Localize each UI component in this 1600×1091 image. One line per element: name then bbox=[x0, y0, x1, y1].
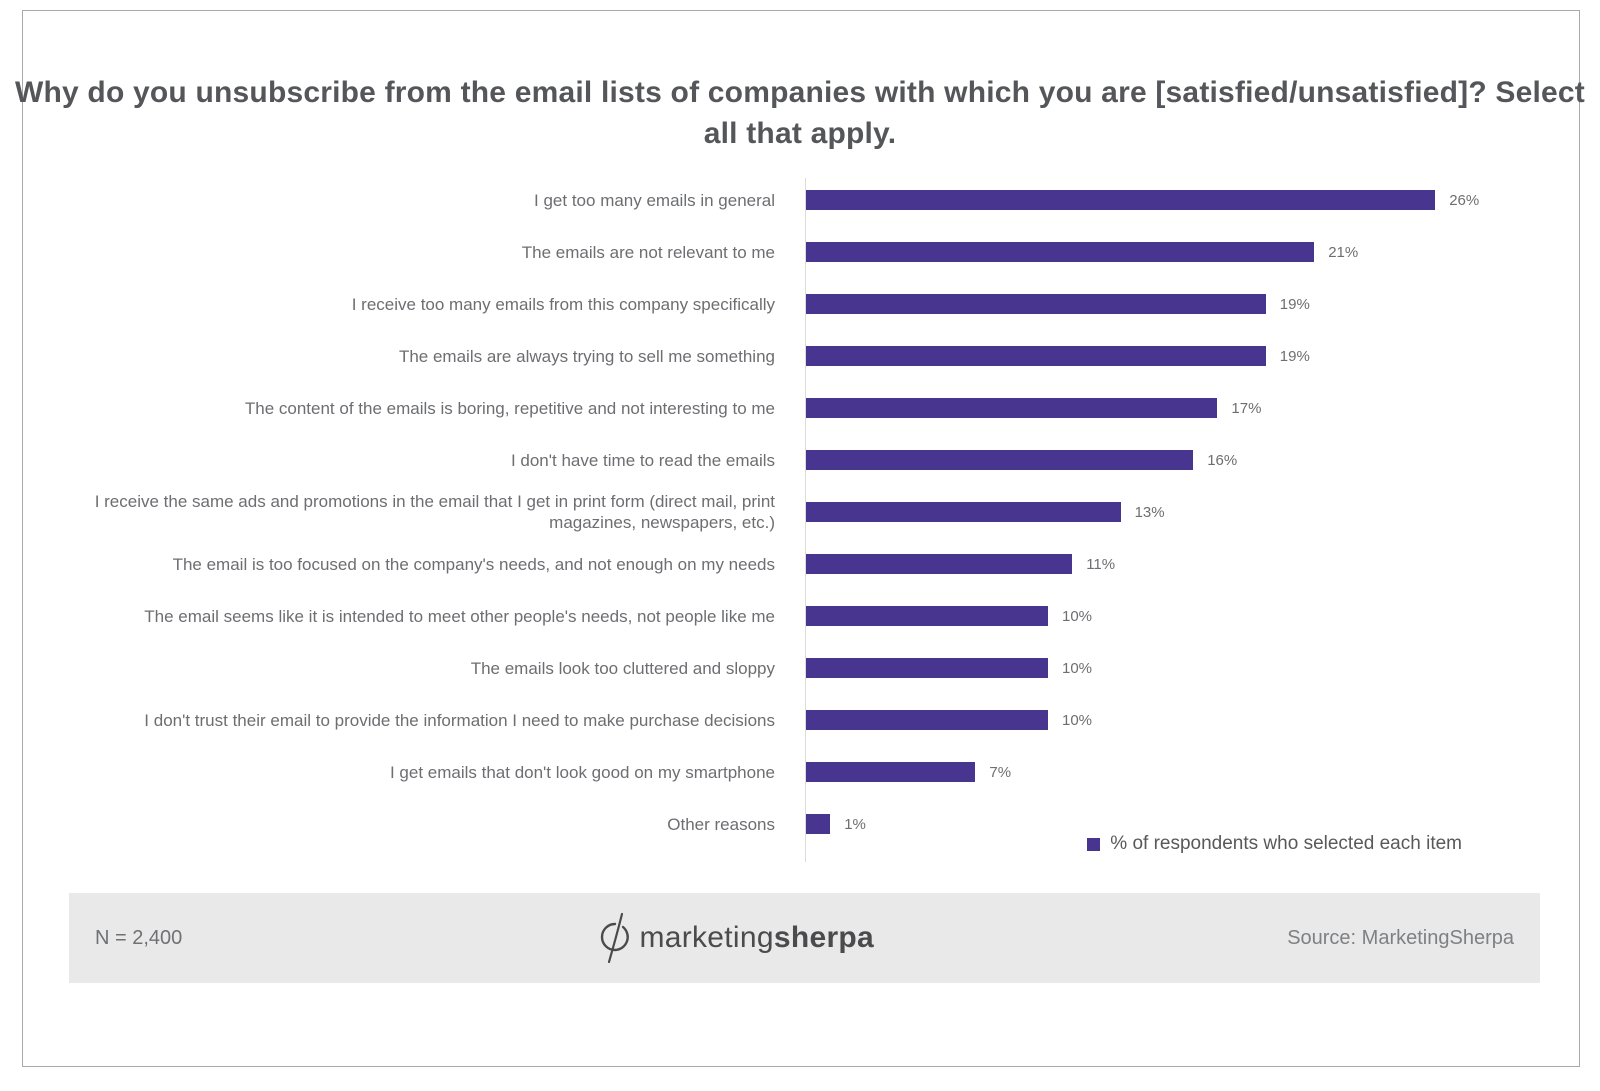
category-label: The emails are always trying to sell me … bbox=[398, 346, 775, 366]
bar bbox=[806, 190, 1436, 210]
logo-text-marketing: marketing bbox=[639, 921, 774, 954]
chart-row: I don't trust their email to provide the… bbox=[85, 694, 1525, 746]
category-label: The content of the emails is boring, rep… bbox=[244, 398, 775, 418]
chart-row: The content of the emails is boring, rep… bbox=[85, 382, 1525, 434]
value-label: 7% bbox=[989, 763, 1012, 781]
value-label: 19% bbox=[1279, 295, 1310, 313]
chart-rows: I get too many emails in general 26% The e… bbox=[85, 174, 1525, 850]
bar-zone: 16% bbox=[806, 450, 1237, 470]
sample-size-label: N = 2,400 bbox=[95, 926, 183, 949]
legend-label: % of respondents who selected each item bbox=[1110, 833, 1462, 854]
bar-zone: 7% bbox=[806, 762, 1011, 782]
chart-row: I receive too many emails from this comp… bbox=[85, 278, 1525, 330]
logo-text-sherpa: sherpa bbox=[773, 921, 875, 954]
bar bbox=[806, 554, 1073, 574]
bar-zone: 10% bbox=[806, 710, 1092, 730]
marketingsherpa-logo-icon bbox=[601, 912, 630, 964]
category-label: I get too many emails in general bbox=[534, 190, 775, 210]
value-label: 1% bbox=[844, 815, 866, 833]
chart-row: I don't have time to read the emails 16% bbox=[85, 434, 1525, 486]
category-label: I receive the same ads and promotions in… bbox=[94, 492, 775, 532]
chart-row: I receive the same ads and promotions in… bbox=[85, 486, 1525, 538]
chart-row: I get too many emails in general 26% bbox=[85, 174, 1525, 226]
value-label: 13% bbox=[1134, 503, 1165, 521]
bar-zone: 11% bbox=[806, 554, 1115, 574]
page-border-frame bbox=[22, 10, 1580, 1067]
source-label: Source: MarketingSherpa bbox=[1287, 926, 1514, 949]
bar-zone: 13% bbox=[806, 502, 1165, 522]
chart-row: The email seems like it is intended to m… bbox=[85, 590, 1525, 642]
bar-zone: 1% bbox=[806, 814, 866, 834]
category-label: I receive too many emails from this comp… bbox=[351, 294, 775, 314]
value-label: 10% bbox=[1062, 711, 1093, 729]
chart-legend: % of respondents who selected each item bbox=[1087, 833, 1462, 855]
category-label: I don't trust their email to provide the… bbox=[144, 710, 775, 730]
chart-row: The email is too focused on the company'… bbox=[85, 538, 1525, 590]
category-label: The email is too focused on the company'… bbox=[172, 554, 775, 574]
chart-row: Other reasons 1% bbox=[85, 798, 1525, 850]
bar-zone: 17% bbox=[806, 398, 1261, 418]
bar bbox=[806, 346, 1266, 366]
value-label: 21% bbox=[1328, 243, 1359, 261]
value-label: 11% bbox=[1086, 555, 1116, 573]
bar bbox=[806, 814, 831, 834]
bar bbox=[806, 762, 976, 782]
bar-chart: I get too many emails in general 26% The e… bbox=[85, 174, 1525, 862]
bar bbox=[806, 242, 1315, 262]
bar bbox=[806, 502, 1121, 522]
bar bbox=[806, 658, 1048, 678]
value-label: 17% bbox=[1231, 399, 1262, 417]
chart-row: The emails are not relevant to me 21% bbox=[85, 226, 1525, 278]
bar-zone: 26% bbox=[806, 190, 1479, 210]
chart-row: I get emails that don't look good on my … bbox=[85, 746, 1525, 798]
value-label: 26% bbox=[1449, 191, 1480, 209]
value-label: 10% bbox=[1062, 659, 1093, 677]
bar-zone: 10% bbox=[806, 606, 1092, 626]
bar bbox=[806, 606, 1048, 626]
bar bbox=[806, 294, 1266, 314]
bar bbox=[806, 450, 1194, 470]
value-label: 16% bbox=[1207, 451, 1238, 469]
bar-zone: 19% bbox=[806, 346, 1310, 366]
chart-row: The emails look too cluttered and sloppy… bbox=[85, 642, 1525, 694]
category-label: Other reasons bbox=[667, 814, 775, 834]
marketingsherpa-logo: marketingsherpa bbox=[595, 912, 874, 964]
category-label: The emails are not relevant to me bbox=[521, 242, 775, 262]
bar bbox=[806, 710, 1048, 730]
category-label: The email seems like it is intended to m… bbox=[144, 606, 775, 626]
axis-baseline bbox=[805, 178, 806, 862]
chart-row: The emails are always trying to sell me … bbox=[85, 330, 1525, 382]
marketingsherpa-logo-text: marketingsherpa bbox=[639, 921, 874, 955]
chart-title: Why do you unsubscribe from the email li… bbox=[14, 76, 1586, 150]
category-label: I get emails that don't look good on my … bbox=[389, 762, 775, 782]
bar-zone: 10% bbox=[806, 658, 1092, 678]
footer-band: N = 2,400 marketingsherpa Source: Market… bbox=[69, 893, 1540, 983]
category-label: The emails look too cluttered and sloppy bbox=[470, 658, 775, 678]
bar-zone: 21% bbox=[806, 242, 1358, 262]
bar bbox=[806, 398, 1218, 418]
legend-swatch-icon bbox=[1087, 837, 1101, 851]
category-label: I don't have time to read the emails bbox=[510, 450, 775, 470]
value-label: 10% bbox=[1062, 607, 1093, 625]
bar-zone: 19% bbox=[806, 294, 1310, 314]
value-label: 19% bbox=[1279, 347, 1310, 365]
